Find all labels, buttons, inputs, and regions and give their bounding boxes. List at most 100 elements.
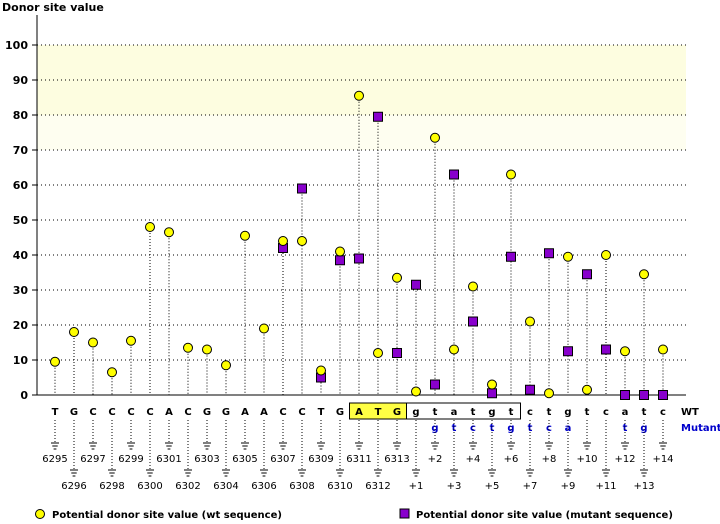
mutant-marker <box>430 379 440 390</box>
wt-base: a <box>451 407 458 418</box>
wt-marker <box>316 365 326 376</box>
wt-base: t <box>585 407 590 418</box>
wt-marker <box>658 344 668 355</box>
y-tick-label: 20 <box>13 319 29 332</box>
wt-marker <box>449 344 459 355</box>
position-label: +9 <box>561 481 576 492</box>
position-label: +4 <box>466 454 481 465</box>
position-label: +8 <box>542 454 557 465</box>
position-label: 6298 <box>99 481 124 492</box>
position-label: 6305 <box>232 454 257 465</box>
position-label: 6296 <box>61 481 86 492</box>
y-tick-label: 0 <box>20 389 28 402</box>
mutant-marker <box>392 348 402 358</box>
position-label: +11 <box>595 481 616 492</box>
mutant-base: g <box>431 423 438 434</box>
mutant-marker <box>487 388 497 399</box>
wt-base: a <box>622 407 629 418</box>
wt-base: T <box>318 407 325 418</box>
wt-base: G <box>203 407 211 418</box>
mutant-base: t <box>490 423 495 434</box>
legend-wt-label: Potential donor site value (wt sequence) <box>52 510 282 520</box>
wt-marker <box>620 346 630 357</box>
wt-base: g <box>564 407 571 418</box>
wt-base: t <box>642 407 647 418</box>
y-tick-label: 50 <box>13 214 29 227</box>
wt-base: C <box>89 407 96 418</box>
position-label: +1 <box>409 481 424 492</box>
wt-marker <box>202 344 212 355</box>
wt-marker <box>411 386 421 397</box>
mutant-marker <box>639 390 649 400</box>
wt-marker <box>601 250 611 260</box>
y-tick-label: 10 <box>13 354 29 367</box>
wt-marker <box>373 348 383 358</box>
wt-base: c <box>527 407 533 418</box>
mutant-marker <box>601 344 611 355</box>
mutant-base: t <box>623 423 628 434</box>
mutant-marker <box>449 169 459 180</box>
y-tick-label: 80 <box>13 109 29 122</box>
position-label: 6306 <box>251 481 276 492</box>
position-label: +13 <box>633 481 654 492</box>
wt-marker <box>544 388 554 399</box>
splice-site-box <box>406 402 521 420</box>
position-label: 6302 <box>175 481 200 492</box>
y-tick-label: 70 <box>13 144 29 157</box>
wt-base: A <box>355 407 363 418</box>
wt-marker <box>582 384 592 395</box>
wt-base: g <box>412 407 419 418</box>
mutant-marker <box>468 316 478 327</box>
position-label: +2 <box>428 454 443 465</box>
position-label: +7 <box>523 481 538 492</box>
wt-base: C <box>298 407 305 418</box>
wt-marker <box>69 327 79 337</box>
mutant-marker <box>335 255 345 266</box>
wt-base: T <box>52 407 59 418</box>
mutant-marker <box>525 384 535 395</box>
mutant-row-label: Mutant <box>681 423 720 434</box>
wt-marker <box>240 230 250 241</box>
position-label: 6303 <box>194 454 219 465</box>
wt-marker <box>259 323 269 334</box>
wt-base: t <box>433 407 438 418</box>
position-label: +5 <box>485 481 500 492</box>
position-label: 6313 <box>384 454 409 465</box>
y-tick-label: 90 <box>13 74 29 87</box>
medium-value-band <box>37 115 686 150</box>
mutant-marker <box>563 346 573 357</box>
mutant-marker <box>506 251 516 262</box>
position-label: +14 <box>652 454 673 465</box>
wt-marker <box>487 379 497 390</box>
wt-marker <box>392 272 402 283</box>
wt-row-label: WT <box>681 407 699 418</box>
wt-base: A <box>165 407 173 418</box>
mutant-base: t <box>452 423 457 434</box>
wt-marker <box>506 169 516 180</box>
mutant-marker <box>582 269 592 280</box>
wt-marker <box>278 236 288 246</box>
wt-marker <box>183 342 193 353</box>
mutant-marker <box>354 253 364 264</box>
position-label: 6307 <box>270 454 295 465</box>
wt-marker <box>430 132 440 143</box>
wt-base: t <box>547 407 552 418</box>
wt-marker <box>639 269 649 280</box>
mutant-marker <box>544 248 554 259</box>
mutant-marker <box>658 390 668 400</box>
wt-base: g <box>488 407 495 418</box>
position-label: 6295 <box>42 454 67 465</box>
position-label: 6310 <box>327 481 352 492</box>
position-label: 6299 <box>118 454 143 465</box>
wt-base: G <box>393 407 401 418</box>
wt-base: c <box>603 407 609 418</box>
legend-mutant-label: Potential donor site value (mutant seque… <box>416 510 673 520</box>
position-label: 6300 <box>137 481 162 492</box>
wt-base: C <box>184 407 191 418</box>
position-label: 6312 <box>365 481 390 492</box>
wt-base: C <box>127 407 134 418</box>
wt-base: C <box>279 407 286 418</box>
position-label: +3 <box>447 481 462 492</box>
wt-base: C <box>146 407 153 418</box>
